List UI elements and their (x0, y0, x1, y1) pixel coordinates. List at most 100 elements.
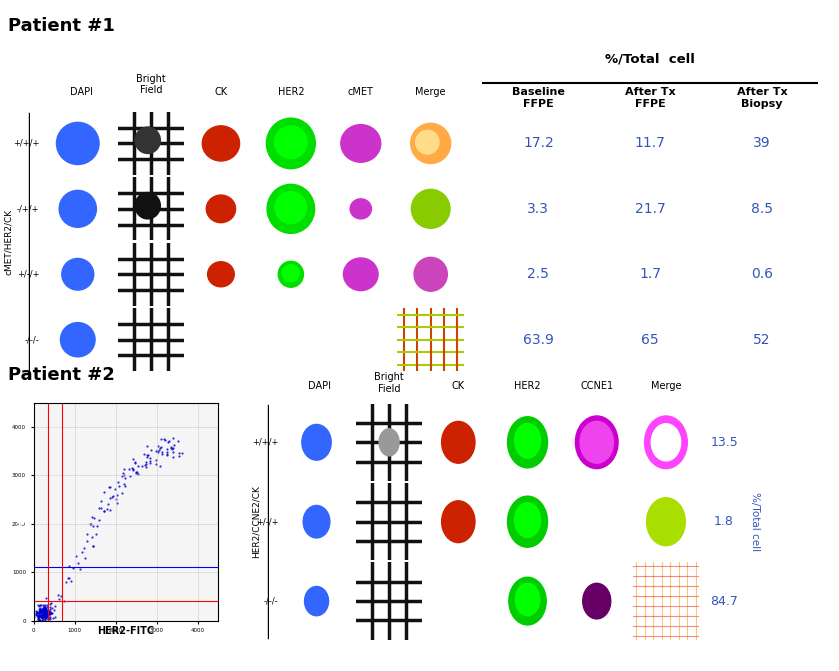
Ellipse shape (60, 323, 95, 357)
Ellipse shape (341, 125, 381, 162)
Point (107, 491, 120, 501)
Point (39, 607, 53, 617)
Point (43, 607, 56, 618)
Point (151, 447, 164, 458)
Point (39, 610, 53, 621)
Point (84, 519, 97, 529)
Point (35, 607, 49, 618)
Point (128, 457, 142, 468)
Point (36, 611, 50, 622)
Point (34, 611, 48, 621)
Point (38, 605, 51, 615)
Point (92, 515, 106, 526)
Point (34, 607, 48, 618)
Ellipse shape (580, 421, 613, 463)
Point (41, 611, 55, 621)
Ellipse shape (647, 498, 685, 546)
Point (39, 611, 53, 621)
Point (172, 435, 185, 446)
Point (34, 605, 47, 615)
Point (31, 614, 44, 625)
Point (151, 441, 164, 452)
Point (32, 610, 45, 621)
Point (39, 604, 53, 615)
Ellipse shape (303, 505, 330, 538)
Text: 21.7: 21.7 (635, 202, 665, 216)
Point (168, 440, 181, 451)
Point (39, 603, 52, 613)
Point (38, 609, 51, 619)
Text: Merge: Merge (415, 87, 446, 97)
Point (40, 607, 54, 618)
Ellipse shape (514, 423, 540, 458)
Point (29, 609, 43, 619)
Ellipse shape (62, 258, 94, 290)
Point (39, 610, 52, 621)
Ellipse shape (267, 185, 315, 234)
Point (164, 442, 178, 453)
Ellipse shape (514, 503, 540, 537)
Ellipse shape (508, 417, 548, 468)
Point (38, 603, 51, 613)
Point (39, 610, 52, 621)
Point (149, 446, 163, 456)
Point (115, 471, 128, 482)
Ellipse shape (441, 421, 475, 463)
Point (34, 606, 47, 617)
Point (137, 448, 150, 459)
Point (167, 447, 180, 458)
Ellipse shape (56, 122, 99, 164)
Point (30, 609, 44, 620)
Text: 1.8: 1.8 (714, 515, 734, 528)
Point (32, 613, 45, 624)
Ellipse shape (651, 423, 680, 461)
Point (40, 600, 54, 611)
Point (115, 488, 128, 499)
Point (35, 610, 49, 621)
Point (162, 436, 175, 447)
Point (62, 573, 76, 584)
Point (36, 605, 50, 615)
Point (37, 609, 50, 619)
Text: CK: CK (215, 87, 227, 97)
Point (86, 512, 99, 523)
Point (31, 611, 44, 622)
Point (39, 605, 52, 615)
Text: Patient #2: Patient #2 (8, 366, 115, 384)
Point (36, 606, 50, 617)
Point (36, 615, 50, 626)
Point (38, 605, 51, 615)
Point (33, 603, 46, 614)
Ellipse shape (279, 261, 304, 287)
Point (39, 609, 52, 619)
Text: 84.7: 84.7 (710, 595, 738, 608)
Ellipse shape (59, 191, 96, 227)
Point (40, 606, 54, 617)
Point (38, 603, 51, 614)
Point (34, 608, 47, 619)
Ellipse shape (267, 118, 315, 168)
Point (95, 503, 108, 513)
Ellipse shape (302, 425, 331, 460)
Point (46, 613, 60, 623)
Point (159, 435, 172, 446)
Point (35, 604, 49, 615)
Point (35, 606, 49, 617)
Point (154, 433, 168, 444)
Text: HER2: HER2 (278, 87, 305, 97)
Point (172, 450, 185, 461)
Text: -/-/-: -/-/- (24, 336, 39, 344)
Point (41, 610, 55, 621)
Ellipse shape (441, 501, 475, 543)
Point (33, 606, 46, 617)
Point (39, 609, 53, 620)
Point (166, 442, 180, 453)
Point (36, 615, 50, 626)
Point (39, 606, 52, 617)
Point (43, 602, 56, 613)
Point (38, 610, 51, 621)
Point (37, 605, 50, 616)
Point (36, 611, 50, 621)
Ellipse shape (274, 125, 307, 158)
Point (160, 446, 174, 457)
